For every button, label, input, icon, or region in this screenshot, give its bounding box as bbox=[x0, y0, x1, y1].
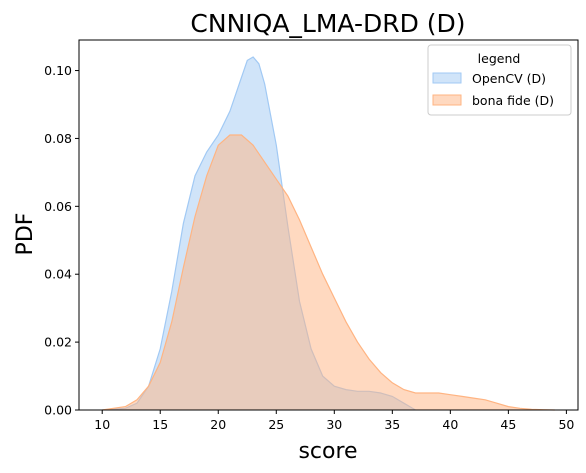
density-area-bona-fide-d bbox=[102, 135, 555, 410]
plot-frame bbox=[78, 39, 579, 411]
x-ticks: 10 15 20 25 30 35 40 45 50 bbox=[94, 410, 574, 432]
y-tick-label: 0.04 bbox=[44, 267, 72, 282]
legend-title: legend bbox=[478, 51, 521, 66]
series-layer bbox=[102, 56, 555, 411]
y-tick-label: 0.08 bbox=[44, 131, 72, 146]
y-ticks: 0.00 0.02 0.04 0.06 0.08 0.10 bbox=[44, 63, 79, 418]
legend-box bbox=[427, 44, 572, 116]
legend-swatch-opencv bbox=[432, 72, 462, 84]
legend-label-bona-fide: bona fide (D) bbox=[472, 93, 554, 108]
legend: legend OpenCV (D) bona fide (D) bbox=[427, 44, 572, 116]
y-tick-label: 0.02 bbox=[44, 335, 72, 350]
legend-label-opencv: OpenCV (D) bbox=[472, 71, 546, 86]
y-tick-label: 0.06 bbox=[44, 199, 72, 214]
y-tick-label: 0.10 bbox=[44, 63, 72, 78]
legend-swatch-bona-fide bbox=[432, 94, 462, 106]
chart-title: CNNIQA_LMA-DRD (D) bbox=[190, 9, 465, 38]
x-tick-label: 30 bbox=[326, 417, 342, 432]
x-tick-label: 35 bbox=[384, 417, 400, 432]
x-tick-label: 40 bbox=[442, 417, 458, 432]
x-axis-label: score bbox=[298, 439, 357, 464]
y-axis-label: PDF bbox=[13, 213, 38, 256]
x-tick-label: 50 bbox=[558, 417, 574, 432]
x-tick-label: 15 bbox=[152, 417, 168, 432]
density-line-bona-fide-d bbox=[102, 134, 555, 411]
x-tick-label: 20 bbox=[210, 417, 226, 432]
x-tick-label: 25 bbox=[268, 417, 284, 432]
y-tick-label: 0.00 bbox=[44, 403, 72, 418]
x-tick-label: 10 bbox=[94, 417, 110, 432]
x-tick-label: 45 bbox=[500, 417, 516, 432]
